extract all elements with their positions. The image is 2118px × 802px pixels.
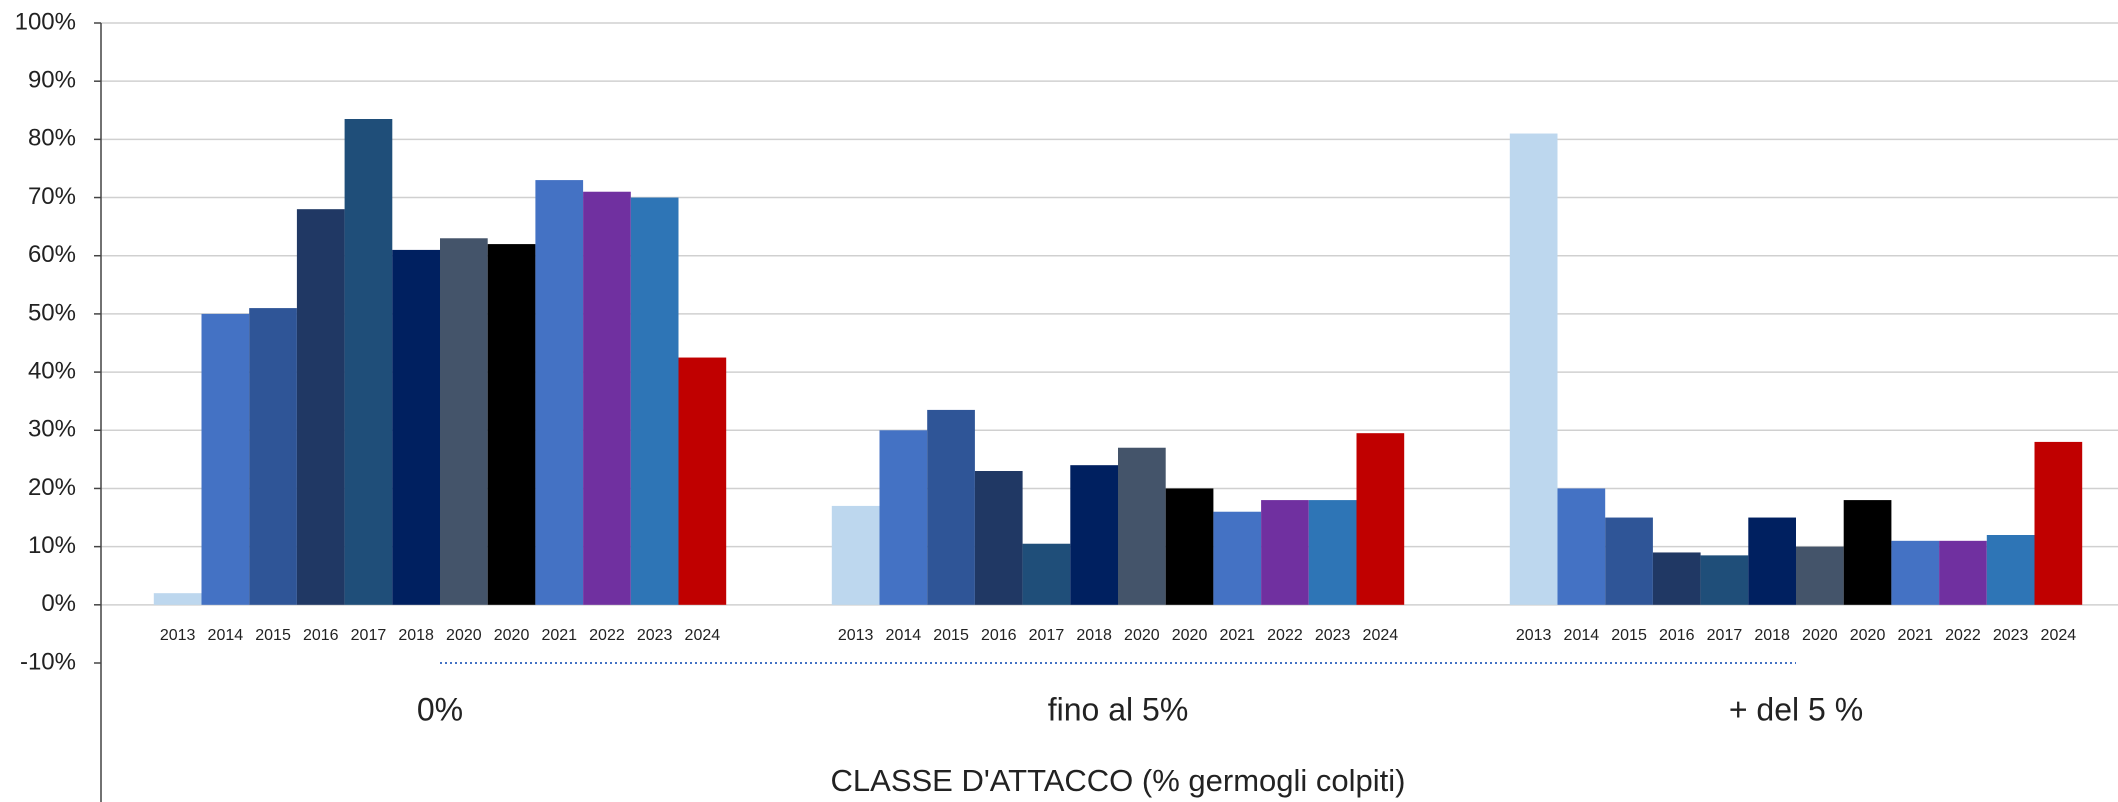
- bar: [1939, 540, 1987, 605]
- bar-year-label: 2018: [1076, 627, 1112, 644]
- bar: [1700, 555, 1749, 605]
- bar-year-label: 2020: [446, 627, 482, 644]
- bar: [1652, 552, 1701, 605]
- bar: [1796, 546, 1844, 605]
- bar: [1070, 465, 1118, 605]
- bar-year-label: 2020: [494, 627, 530, 644]
- bar: [440, 238, 488, 605]
- bar-year-label: 2022: [1267, 627, 1303, 644]
- bar-year-label: 2023: [1315, 627, 1351, 644]
- bar: [1356, 433, 1405, 605]
- bar-year-label: 2013: [160, 627, 196, 644]
- bar: [974, 471, 1023, 605]
- bar: [831, 505, 880, 605]
- bar: [153, 593, 202, 605]
- bar-year-label: 2013: [1516, 627, 1552, 644]
- bar: [535, 180, 584, 605]
- y-tick-label: 20%: [28, 474, 76, 501]
- y-tick-label: 10%: [28, 532, 76, 559]
- bar: [927, 409, 975, 605]
- bar-year-label: 2022: [1945, 627, 1981, 644]
- y-tick-label: 90%: [28, 67, 76, 94]
- bar-year-label: 2020: [1850, 627, 1886, 644]
- bar: [1261, 500, 1309, 605]
- bar-year-label: 2017: [1707, 627, 1743, 644]
- bar: [1986, 535, 2035, 605]
- bar: [249, 308, 297, 605]
- bar-year-label: 2021: [1897, 627, 1933, 644]
- y-tick-label: 70%: [28, 183, 76, 210]
- bar-year-label: 2014: [1564, 627, 1600, 644]
- bar: [344, 119, 393, 605]
- bar: [630, 197, 679, 605]
- bar: [1165, 488, 1214, 605]
- y-tick-label: 40%: [28, 357, 76, 384]
- bar: [296, 209, 345, 605]
- bar-year-label: 2017: [351, 627, 387, 644]
- y-tick-label: 50%: [28, 299, 76, 326]
- bar-year-label: 2015: [255, 627, 291, 644]
- category-label: fino al 5%: [1048, 691, 1189, 727]
- category-label: 0%: [417, 691, 463, 727]
- bar-year-label: 2021: [541, 627, 577, 644]
- bar-year-label: 2022: [589, 627, 625, 644]
- bar-year-label: 2023: [637, 627, 673, 644]
- bar: [392, 249, 440, 605]
- bar-year-label: 2024: [685, 627, 721, 644]
- bar: [583, 191, 631, 605]
- y-tick-label: 100%: [15, 8, 76, 35]
- bar-year-label: 2018: [1754, 627, 1790, 644]
- bar: [2034, 441, 2083, 605]
- y-tick-label: 60%: [28, 241, 76, 268]
- bar-year-label: 2016: [981, 627, 1017, 644]
- y-tick-label: -10%: [20, 648, 76, 675]
- bar: [1022, 543, 1071, 605]
- bar-year-label: 2024: [2041, 627, 2077, 644]
- bar-year-label: 2024: [1363, 627, 1399, 644]
- bar-year-label: 2021: [1219, 627, 1255, 644]
- bar-year-label: 2018: [398, 627, 434, 644]
- category-label: + del 5 %: [1729, 691, 1863, 727]
- bar: [1843, 500, 1892, 605]
- bar-year-label: 2014: [886, 627, 922, 644]
- bar: [879, 430, 928, 605]
- bar-year-label: 2016: [303, 627, 339, 644]
- y-tick-label: 80%: [28, 125, 76, 152]
- bar-year-label: 2020: [1172, 627, 1208, 644]
- bar: [678, 357, 727, 605]
- bar-year-label: 2015: [1611, 627, 1647, 644]
- bar-year-label: 2023: [1993, 627, 2029, 644]
- bar: [1213, 511, 1262, 605]
- bar-year-label: 2017: [1029, 627, 1065, 644]
- y-tick-label: 30%: [28, 416, 76, 443]
- bar: [1557, 488, 1606, 605]
- x-axis-title: CLASSE D'ATTACCO (% germogli colpiti): [831, 763, 1406, 798]
- bar: [487, 244, 536, 605]
- bar-year-label: 2020: [1124, 627, 1160, 644]
- bar: [1748, 517, 1796, 605]
- bar: [1509, 133, 1558, 605]
- bar-year-label: 2020: [1802, 627, 1838, 644]
- bar: [1605, 517, 1653, 605]
- bar: [1891, 540, 1940, 605]
- bar-year-label: 2016: [1659, 627, 1695, 644]
- bar: [1118, 447, 1166, 605]
- bar: [1308, 500, 1357, 605]
- bar: [201, 313, 250, 605]
- bar-year-label: 2013: [838, 627, 874, 644]
- bar-year-label: 2014: [208, 627, 244, 644]
- bar-year-label: 2015: [933, 627, 969, 644]
- y-tick-label: 0%: [41, 590, 76, 617]
